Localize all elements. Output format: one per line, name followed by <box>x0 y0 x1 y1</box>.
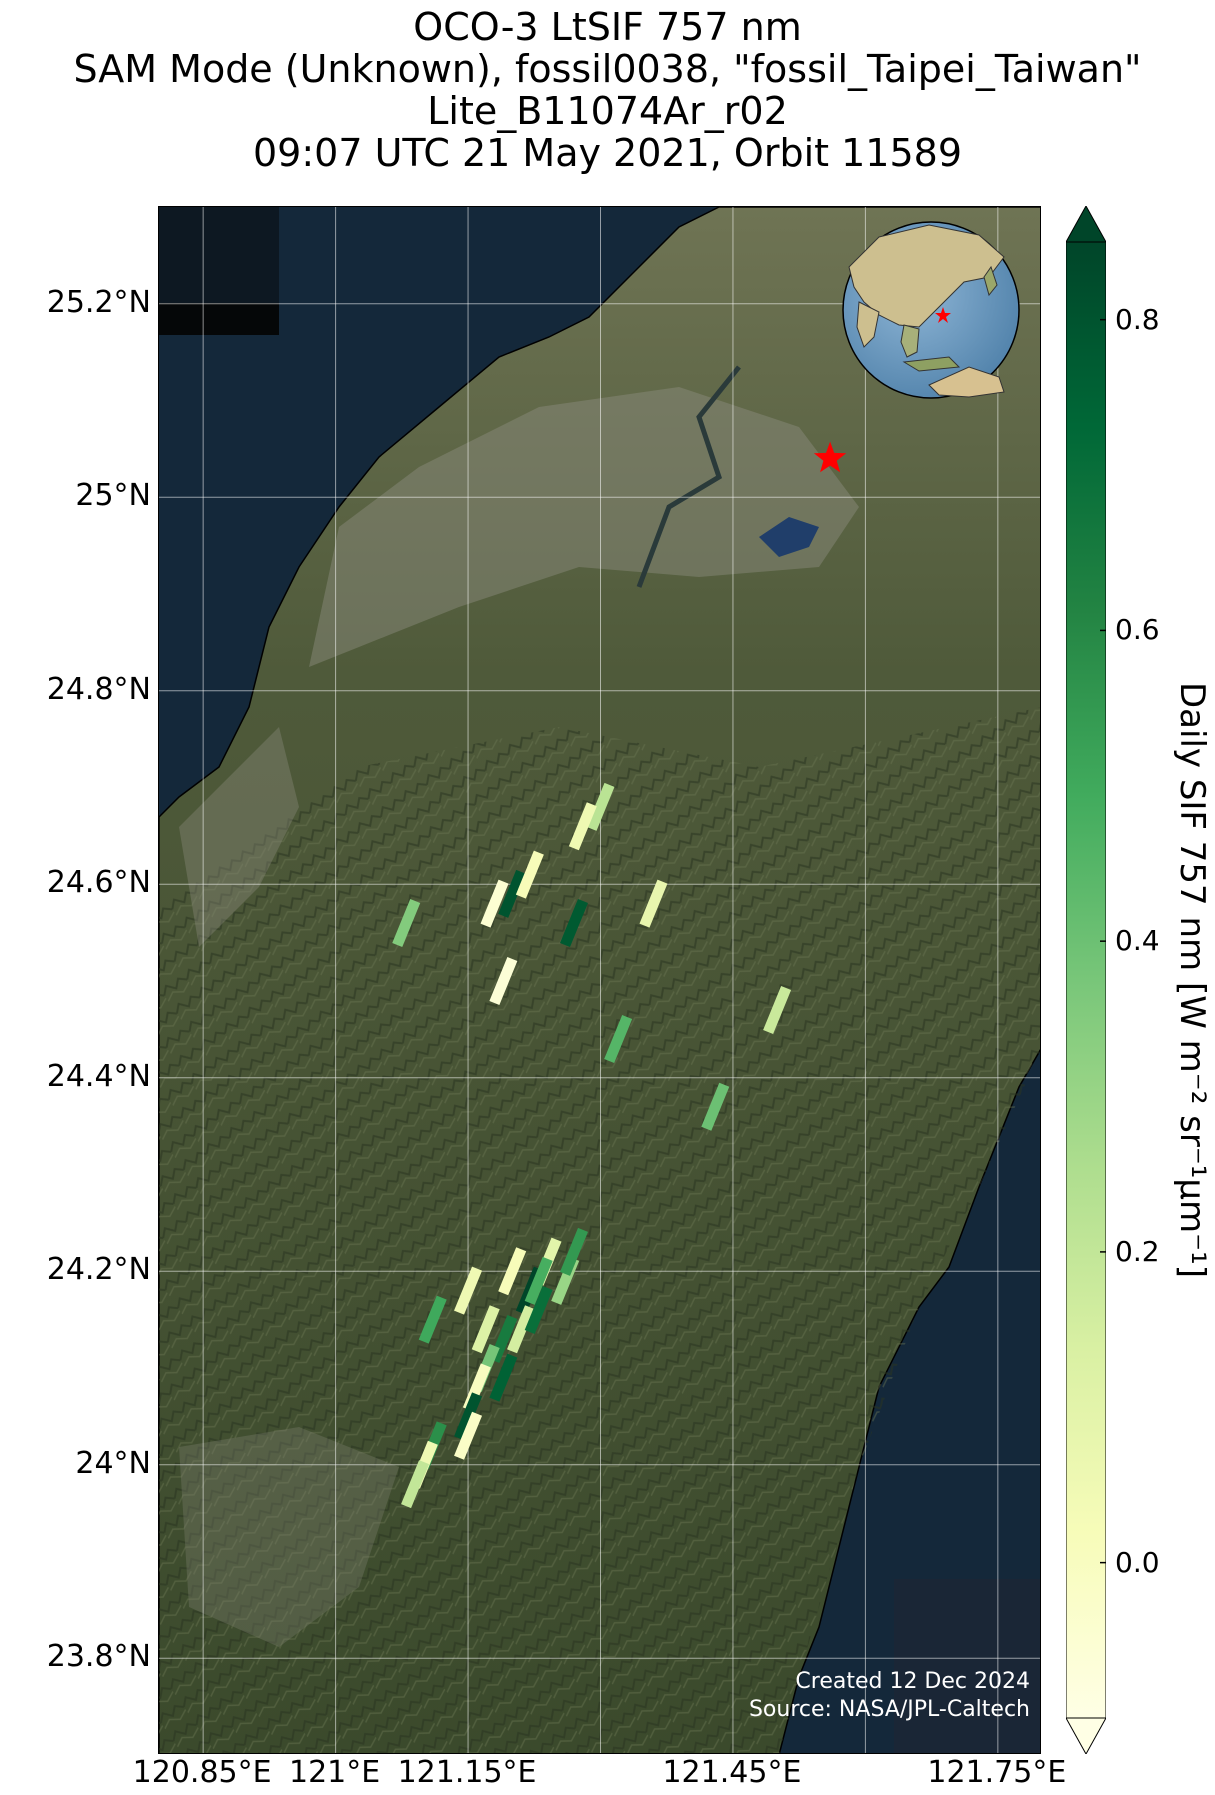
colorbar-extend-low <box>1066 1717 1106 1754</box>
title-line-3: Lite_B11074Ar_r02 <box>427 89 788 133</box>
map-canvas[interactable] <box>159 207 1041 1754</box>
urban-area-south <box>179 1427 399 1647</box>
sif-sounding <box>489 1353 518 1402</box>
colorbar-extend-high <box>1066 206 1106 243</box>
sif-sounding <box>498 869 527 918</box>
sif-sounding <box>524 1285 553 1334</box>
lon-tick-label: 121.75°E <box>927 1755 1067 1790</box>
lon-tick-label: 121°E <box>288 1755 381 1790</box>
sif-sounding <box>454 1392 483 1441</box>
sif-sounding <box>568 802 597 851</box>
title-line-1: OCO-3 LtSIF 757 nm <box>413 5 802 49</box>
globe-australia <box>928 366 1005 398</box>
sif-sounding <box>586 782 615 831</box>
colorbar-tick-label: 0.2 <box>1115 1234 1160 1268</box>
map-frame[interactable]: Created 12 Dec 2024 Source: NASA/JPL-Cal… <box>158 206 1041 1754</box>
sif-sounding <box>560 898 589 947</box>
sif-sounding <box>763 986 792 1035</box>
lat-tick-label: 24.6°N <box>46 865 151 901</box>
sif-sounding <box>480 879 509 928</box>
dark-tile-3 <box>894 1579 1040 1753</box>
sif-sounding <box>489 957 518 1005</box>
colorbar-tick-label: 0.6 <box>1115 613 1160 647</box>
colorbar-tick-label: 0.0 <box>1115 1545 1160 1579</box>
colorbar-label: Daily SIF 757 nm [W m⁻² sr⁻¹μm⁻¹] <box>1172 681 1212 1279</box>
sif-sounding <box>524 1256 553 1305</box>
mountain-texture <box>159 707 1040 1753</box>
colorbar-body <box>1066 241 1106 1719</box>
globe-asia <box>848 224 1005 328</box>
lat-tick-label: 25.2°N <box>46 284 151 320</box>
title-line-2: SAM Mode (Unknown), fossil0038, "fossil_… <box>73 47 1142 91</box>
sif-sounding <box>507 1305 536 1354</box>
target-star-icon[interactable] <box>813 441 847 473</box>
river <box>636 365 741 588</box>
credit-created: Created 12 Dec 2024 <box>795 1669 1030 1694</box>
sif-sounding <box>515 850 544 899</box>
globe-indochina <box>900 324 920 358</box>
lat-tick-label: 24°N <box>75 1445 151 1481</box>
globe-japan <box>983 265 998 297</box>
sif-sounding <box>604 1015 633 1064</box>
sif-sounding <box>454 1266 483 1315</box>
sif-sounding <box>418 1295 447 1344</box>
lat-tick-label: 23.8°N <box>46 1639 151 1675</box>
globe-indonesia <box>902 356 961 372</box>
globe-star-icon <box>935 307 951 323</box>
lat-tick-label: 24.2°N <box>46 1252 151 1288</box>
sif-sounding <box>392 898 421 947</box>
lat-tick-label: 24.4°N <box>46 1058 151 1094</box>
colorbar <box>1066 206 1106 1754</box>
sif-sounding <box>639 879 668 928</box>
sif-sounding <box>401 1460 430 1509</box>
lon-tick-label: 121.15°E <box>397 1755 537 1790</box>
sif-sounding <box>454 1411 483 1460</box>
sif-sounding <box>560 1227 589 1276</box>
globe-india <box>856 301 880 348</box>
sif-sounding <box>471 1305 500 1354</box>
credit-source: Source: NASA/JPL-Caltech <box>748 1697 1030 1722</box>
sif-sounding <box>701 1082 730 1131</box>
inset-globe <box>842 221 1020 399</box>
reservoir <box>759 517 819 557</box>
urban-area-west <box>179 727 299 947</box>
title-line-4: 09:07 UTC 21 May 2021, Orbit 11589 <box>252 131 962 175</box>
colorbar-tick-label: 0.4 <box>1115 924 1160 958</box>
sif-soundings <box>392 782 792 1509</box>
dark-tile-2 <box>159 303 279 335</box>
lon-tick-label: 121.45°E <box>662 1755 802 1790</box>
lon-tick-label: 120.85°E <box>132 1755 272 1790</box>
lat-tick-label: 25°N <box>75 478 151 514</box>
colorbar-ticks <box>1100 318 1106 1564</box>
colorbar-tick-label: 0.8 <box>1115 302 1160 336</box>
urban-area-north <box>309 387 859 667</box>
sif-sounding <box>498 1247 527 1296</box>
lat-tick-label: 24.8°N <box>46 671 151 707</box>
target-star-shape <box>813 441 847 473</box>
